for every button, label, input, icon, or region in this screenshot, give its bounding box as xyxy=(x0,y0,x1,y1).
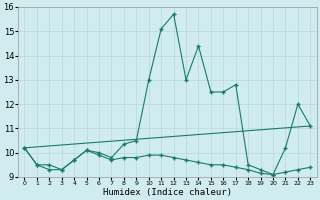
X-axis label: Humidex (Indice chaleur): Humidex (Indice chaleur) xyxy=(103,188,232,197)
